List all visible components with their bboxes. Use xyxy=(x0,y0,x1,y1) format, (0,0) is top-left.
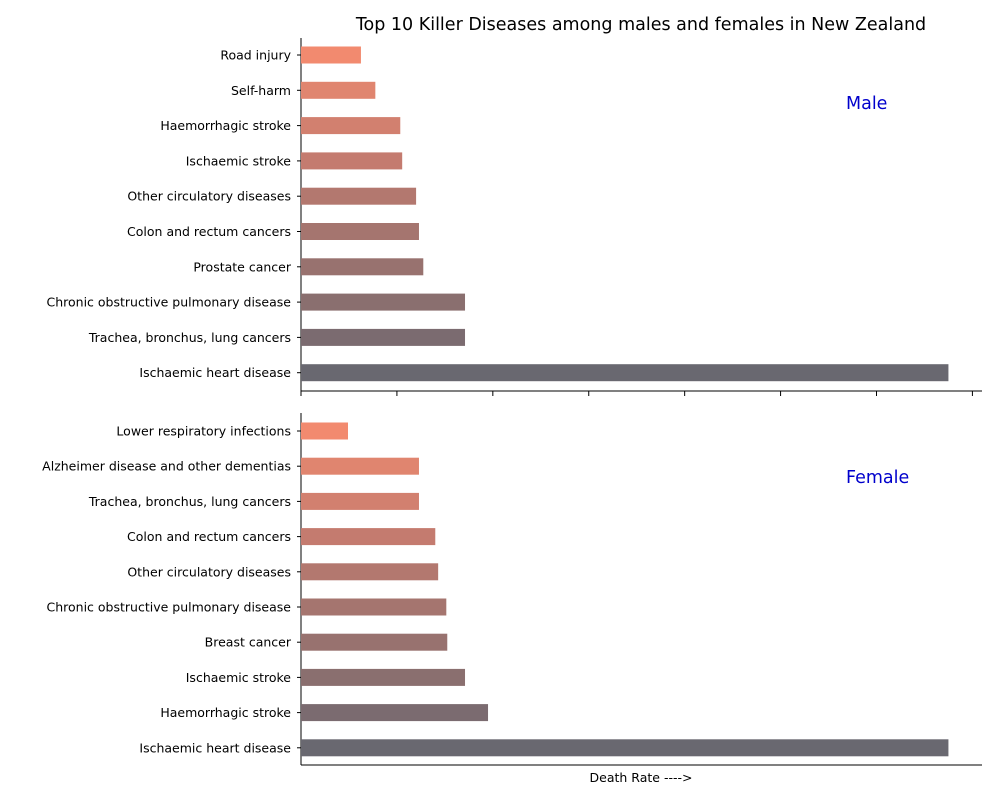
panel-label: Female xyxy=(846,468,909,488)
category-label: Ischaemic heart disease xyxy=(139,740,291,755)
bar xyxy=(301,223,419,240)
bar xyxy=(301,598,447,616)
category-label: Haemorrhagic stroke xyxy=(160,118,291,133)
chart-title: Top 10 Killer Diseases among males and f… xyxy=(355,15,926,35)
category-label: Colon and rectum cancers xyxy=(127,224,291,239)
bar xyxy=(301,81,376,99)
bar xyxy=(301,668,466,686)
bar xyxy=(301,364,949,382)
panel-female: Lower respiratory infections Alzheimer di… xyxy=(42,413,982,766)
bar xyxy=(301,117,401,135)
bar xyxy=(301,563,439,581)
bar xyxy=(301,492,419,510)
category-label: Ischaemic heart disease xyxy=(139,365,291,380)
bar xyxy=(301,328,466,346)
bar xyxy=(301,633,448,651)
panel-male: Road injury Self-harm Haemorrhagic stroke I… xyxy=(47,38,982,396)
category-label: Alzheimer disease and other dementias xyxy=(42,459,291,474)
bar xyxy=(301,528,436,546)
category-label: Colon and rectum cancers xyxy=(127,529,291,544)
panel-label: Male xyxy=(846,94,887,114)
category-label: Trachea, bronchus, lung cancers xyxy=(88,330,291,345)
category-label: Road injury xyxy=(220,48,291,63)
bar xyxy=(301,739,949,757)
category-label: Trachea, bronchus, lung cancers xyxy=(88,494,291,509)
category-label: Other circulatory diseases xyxy=(127,189,291,204)
category-label: Chronic obstructive pulmonary disease xyxy=(47,295,292,310)
bar xyxy=(301,187,417,205)
bar xyxy=(301,258,424,276)
category-label: Other circulatory diseases xyxy=(127,564,291,579)
x-axis-label: Death Rate ----> xyxy=(590,770,693,785)
category-label: Self-harm xyxy=(231,83,291,98)
category-label: Ischaemic stroke xyxy=(186,153,292,168)
bar xyxy=(301,293,466,311)
chart-panels: Road injury Self-harm Haemorrhagic stroke I… xyxy=(42,38,982,766)
bar xyxy=(301,704,489,722)
bar xyxy=(301,457,419,475)
category-label: Prostate cancer xyxy=(193,259,291,274)
category-label: Haemorrhagic stroke xyxy=(160,705,291,720)
category-label: Lower respiratory infections xyxy=(116,424,291,439)
bar xyxy=(301,46,361,64)
category-label: Breast cancer xyxy=(205,635,292,650)
bar xyxy=(301,422,348,440)
category-label: Chronic obstructive pulmonary disease xyxy=(47,600,292,615)
category-label: Ischaemic stroke xyxy=(186,670,292,685)
bar xyxy=(301,152,403,170)
